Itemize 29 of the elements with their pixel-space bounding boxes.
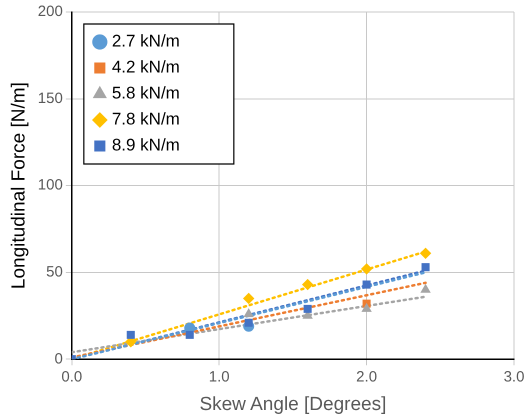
legend-label: 7.8 kN/m (112, 110, 180, 129)
point (243, 292, 254, 304)
legend-label: 4.2 kN/m (112, 58, 180, 77)
legend-label: 5.8 kN/m (112, 84, 180, 103)
point (302, 279, 314, 290)
point (362, 280, 371, 289)
x-tick-label: 2.0 (356, 368, 378, 386)
point (244, 308, 254, 318)
point (304, 304, 312, 313)
legend-label: 8.9 kN/m (112, 136, 180, 155)
legend-label: 2.7 kN/m (112, 32, 180, 51)
point (420, 284, 430, 293)
point (186, 330, 194, 339)
x-tick-label: 1.0 (208, 368, 230, 386)
point (422, 263, 430, 272)
point (244, 318, 253, 327)
x-tick-label: 0.0 (61, 368, 82, 386)
point (420, 248, 432, 259)
point (361, 263, 372, 274)
y-tick-label: 50 (46, 264, 63, 281)
y-tick-label: 100 (38, 176, 63, 194)
y-axis-title: Longitudinal Force [N/m] (8, 82, 30, 290)
x-tick-label: 3.0 (504, 368, 524, 386)
x-axis-title: Skew Angle [Degrees] (199, 394, 386, 415)
y-tick-label: 150 (38, 90, 63, 107)
y-tick-label: 0 (54, 350, 63, 368)
point (126, 330, 135, 339)
y-tick-label: 200 (38, 3, 63, 20)
point (362, 303, 372, 312)
